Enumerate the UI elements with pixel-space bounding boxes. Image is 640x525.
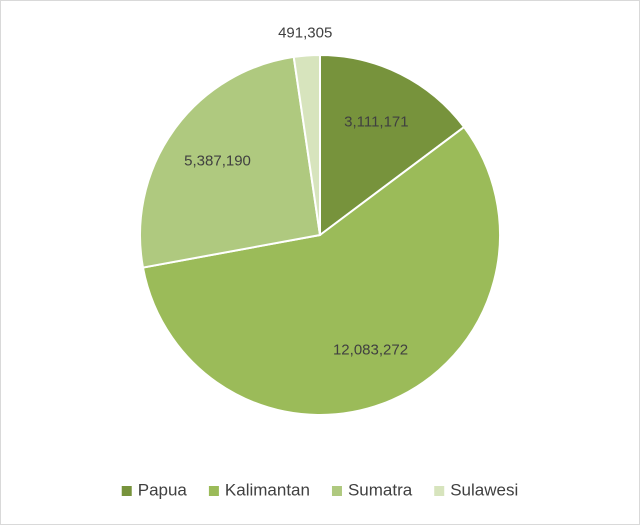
legend-label: Sumatra: [348, 480, 413, 499]
pie-slice: [139, 55, 322, 269]
legend-swatch: [208, 486, 219, 496]
legend-label: Papua: [138, 480, 188, 499]
data-label: 5,387,190: [184, 153, 251, 170]
data-label: 3,111,171: [344, 113, 409, 130]
legend-swatch: [331, 486, 342, 496]
data-label: 491,305: [278, 25, 332, 42]
legend-label: Sulawesi: [450, 480, 518, 499]
pie-slice: [319, 53, 466, 237]
pie-slice: [141, 125, 501, 416]
data-label: 12,083,272: [333, 341, 408, 358]
legend-label: Kalimantan: [225, 480, 310, 499]
legend-swatch: [434, 486, 445, 496]
pie-slice: [292, 53, 321, 236]
legend-swatch: [121, 486, 132, 496]
